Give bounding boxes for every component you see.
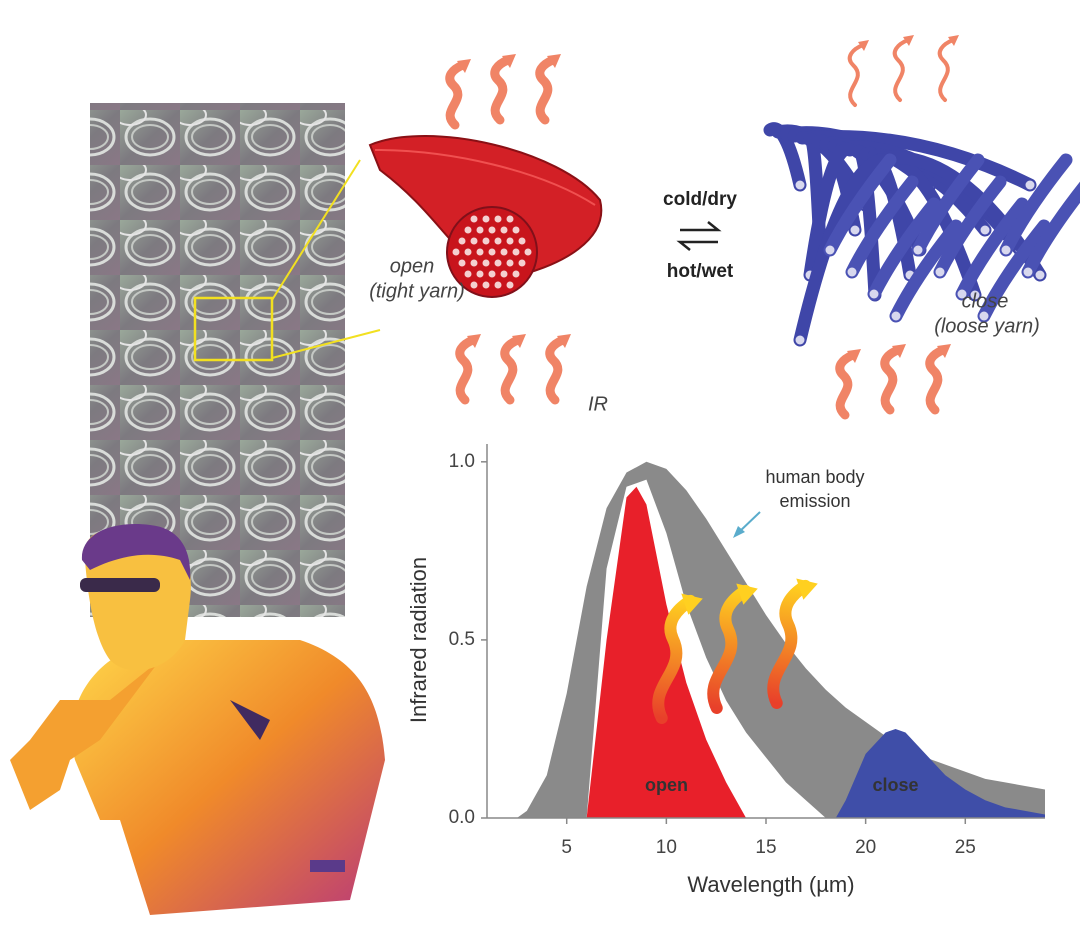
x-tick-label: 5 <box>561 837 572 858</box>
fiber-end <box>970 290 980 300</box>
fiber <box>933 175 1007 279</box>
fiber-end <box>488 248 496 256</box>
fiber-end <box>512 248 520 256</box>
fiber-end <box>500 270 508 278</box>
fiber-end <box>506 237 514 245</box>
fiber <box>795 130 1037 192</box>
fiber-end <box>494 237 502 245</box>
area <box>835 728 1045 818</box>
fiber-end <box>1035 270 1045 280</box>
fiber <box>977 219 1051 323</box>
fiber-end <box>464 270 472 278</box>
fiber-end <box>470 259 478 267</box>
fiber-end <box>476 226 484 234</box>
y-tick-label: 1.0 <box>449 451 475 472</box>
fiber-end <box>464 248 472 256</box>
fiber-end <box>795 180 805 190</box>
fiber-end <box>506 259 514 267</box>
fiber-end <box>476 248 484 256</box>
annotation-arrowhead <box>733 526 745 538</box>
fiber <box>845 175 919 279</box>
fiber-end <box>512 226 520 234</box>
fiber-end <box>494 281 502 289</box>
zoom-box <box>193 296 274 362</box>
fiber-end <box>482 237 490 245</box>
fiber-end <box>957 289 967 299</box>
zoom-line <box>271 159 361 301</box>
fiber-end <box>506 215 514 223</box>
x-tick-label: 10 <box>656 837 677 858</box>
fiber <box>823 153 897 257</box>
y-tick-label: 0.0 <box>449 807 475 828</box>
fiber-end <box>847 267 857 277</box>
fiber-end <box>488 226 496 234</box>
fiber-end <box>913 245 923 255</box>
zoom-line <box>271 329 381 359</box>
fiber-end <box>524 248 532 256</box>
fiber-end <box>935 267 945 277</box>
fiber-end <box>482 215 490 223</box>
y-tick-label: 0.5 <box>449 629 475 650</box>
fiber-end <box>482 281 490 289</box>
fiber-end <box>795 335 805 345</box>
series-label: open <box>645 775 688 795</box>
label: open <box>390 255 435 277</box>
fiber-end <box>500 248 508 256</box>
fiber-end <box>470 215 478 223</box>
fiber-end <box>518 259 526 267</box>
fiber <box>793 153 897 347</box>
fiber-end <box>1001 245 1011 255</box>
label: (tight yarn) <box>369 280 465 302</box>
fiber-end <box>452 248 460 256</box>
equilibrium-arrows <box>676 221 722 251</box>
fiber-end <box>850 225 860 235</box>
label: IR <box>588 393 608 415</box>
annotation: human body emission <box>765 467 864 511</box>
fiber-end <box>891 311 901 321</box>
fiber-end <box>470 281 478 289</box>
fiber <box>955 197 1029 301</box>
x-tick-label: 15 <box>755 837 776 858</box>
x-axis-label: Wavelength (µm) <box>687 872 854 897</box>
fiber <box>803 142 857 282</box>
fiber-end <box>494 259 502 267</box>
y-axis-label: Infrared radiation <box>406 557 431 723</box>
fiber-end <box>464 226 472 234</box>
fiber-end <box>482 259 490 267</box>
fiber-end <box>1025 180 1035 190</box>
chart: 0.0 0.5 1.0 5 10 15 20 25 Wavelength (µm) Infrare… <box>406 444 1045 897</box>
fiber-end <box>500 226 508 234</box>
fiber-end <box>476 270 484 278</box>
fiber-end <box>470 237 478 245</box>
fiber-end <box>1023 267 1033 277</box>
label: hot/wet <box>667 261 734 282</box>
fiber-end <box>458 237 466 245</box>
fiber-end <box>979 311 989 321</box>
x-tick-label: 25 <box>955 837 976 858</box>
fiber-end <box>488 270 496 278</box>
fiber-end <box>512 270 520 278</box>
fiber-end <box>980 225 990 235</box>
label: cold/dry <box>663 189 737 210</box>
fiber-end <box>518 237 526 245</box>
fiber <box>999 153 1073 257</box>
label: close <box>962 290 1009 312</box>
fiber-end <box>458 259 466 267</box>
fiber-end <box>825 245 835 255</box>
x-tick-label: 20 <box>855 837 876 858</box>
fiber-end <box>506 281 514 289</box>
fiber <box>911 153 985 257</box>
area <box>586 486 747 818</box>
label: (loose yarn) <box>934 315 1040 337</box>
thermal-person <box>10 524 385 915</box>
close-yarn <box>763 122 1080 347</box>
series-label: close <box>873 775 919 795</box>
fiber-end <box>869 289 879 299</box>
fiber <box>867 197 941 301</box>
fiber-end <box>494 215 502 223</box>
fiber <box>889 219 963 323</box>
